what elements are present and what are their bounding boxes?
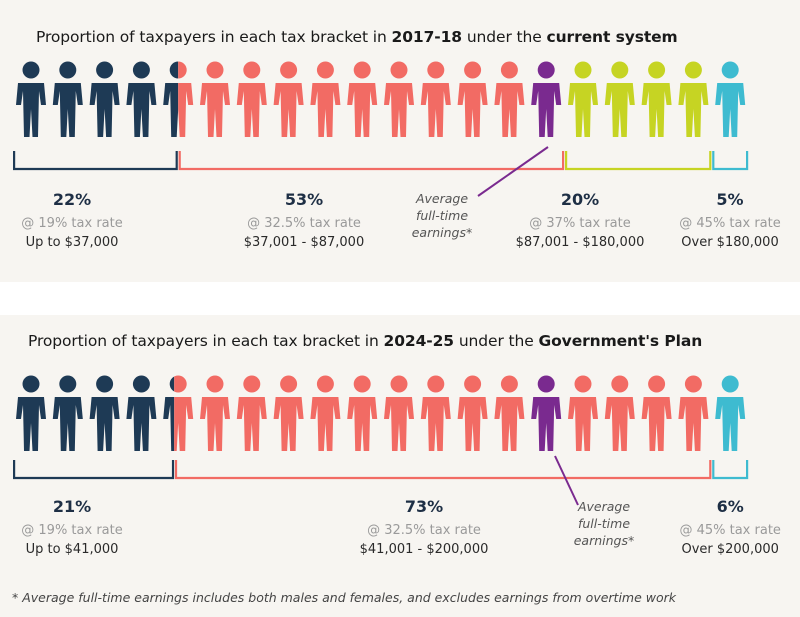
- bracket-line: [174, 460, 712, 480]
- person-icon: [384, 375, 414, 451]
- person-icon: [604, 375, 635, 451]
- bracket-rate: @ 45% tax rate: [679, 523, 780, 538]
- person-icon: [715, 375, 746, 451]
- person-icon: [531, 61, 562, 137]
- average-label: earnings*: [412, 225, 473, 240]
- person-icon: [236, 61, 267, 137]
- person-icon: [568, 61, 598, 137]
- person-icon: [641, 61, 672, 137]
- person-icon: [347, 61, 378, 137]
- person-icon: [200, 375, 230, 451]
- person-icon: [310, 375, 341, 451]
- average-label: Average: [577, 499, 630, 514]
- person-icon: [52, 61, 83, 137]
- bracket-range: Over $180,000: [681, 235, 778, 250]
- person-icon: [347, 375, 378, 451]
- person-icon: [678, 61, 709, 137]
- person-icon: [678, 375, 709, 451]
- person-icon: [16, 375, 46, 451]
- chart-panel-current: Proportion of taxpayers in each tax brac…: [0, 0, 800, 282]
- bracket-line: [13, 460, 175, 480]
- bracket-percent: 6%: [717, 497, 744, 516]
- person-icon: [200, 61, 230, 137]
- bracket-line: [712, 151, 749, 171]
- person-icon: [89, 61, 120, 137]
- chart-panel-plan: Proportion of taxpayers in each tax brac…: [0, 315, 800, 617]
- bracket-rate: @ 37% tax rate: [529, 216, 630, 231]
- person-icon: [16, 61, 46, 137]
- average-label: earnings*: [574, 533, 635, 548]
- icon-array-chart: 21% @ 19% tax rate Up to $41,000 73% @ 32.5%…: [13, 375, 781, 557]
- bracket-range: Up to $37,000: [26, 235, 119, 250]
- person-icon: [89, 375, 120, 451]
- person-icon: [715, 61, 746, 137]
- person-icon: [457, 375, 488, 451]
- bracket-rate: @ 19% tax rate: [21, 523, 122, 538]
- person-icon: [126, 61, 157, 137]
- person-icon: [420, 375, 451, 451]
- bracket-line: [565, 151, 712, 171]
- person-icon: [420, 61, 451, 137]
- person-icon: [273, 375, 304, 451]
- person-icon: [604, 61, 635, 137]
- average-label: full-time: [416, 208, 468, 223]
- bracket-rate: @ 32.5% tax rate: [367, 523, 481, 538]
- average-label: Average: [415, 191, 468, 206]
- person-icon: [457, 61, 488, 137]
- person-icon: [310, 61, 341, 137]
- average-pointer: [554, 455, 579, 506]
- bracket-rate: @ 45% tax rate: [679, 216, 780, 231]
- bracket-percent: 5%: [716, 190, 743, 209]
- bracket-percent: 73%: [405, 497, 443, 516]
- bracket-percent: 21%: [53, 497, 91, 516]
- bracket-range: $37,001 - $87,000: [244, 235, 364, 250]
- bracket-percent: 20%: [561, 190, 599, 209]
- bracket-rate: @ 19% tax rate: [21, 216, 122, 231]
- person-icon: [52, 375, 83, 451]
- bracket-range: Over $200,000: [681, 542, 778, 557]
- average-pointer: [477, 146, 549, 197]
- bracket-line: [178, 151, 565, 171]
- person-icon: [163, 375, 194, 451]
- person-icon: [273, 61, 304, 137]
- footnote: * Average full-time earnings includes bo…: [12, 590, 677, 605]
- person-icon: [531, 375, 562, 451]
- person-icon: [494, 61, 525, 137]
- average-label: full-time: [578, 516, 630, 531]
- person-icon: [163, 61, 194, 137]
- chart-title: Proportion of taxpayers in each tax brac…: [28, 332, 703, 350]
- chart-title: Proportion of taxpayers in each tax brac…: [36, 28, 678, 46]
- person-icon: [568, 375, 598, 451]
- person-icon: [236, 375, 267, 451]
- person-icon: [641, 375, 672, 451]
- bracket-range: Up to $41,000: [26, 542, 119, 557]
- person-icon: [494, 375, 525, 451]
- icon-array-chart: 22% @ 19% tax rate Up to $37,000 53% @ 32.5%…: [13, 61, 781, 250]
- bracket-percent: 22%: [53, 190, 91, 209]
- bracket-line: [13, 151, 178, 171]
- bracket-rate: @ 32.5% tax rate: [247, 216, 361, 231]
- bracket-percent: 53%: [285, 190, 323, 209]
- bracket-range: $87,001 - $180,000: [516, 235, 645, 250]
- person-icon: [126, 375, 157, 451]
- bracket-range: $41,001 - $200,000: [360, 542, 489, 557]
- person-icon: [384, 61, 414, 137]
- bracket-line: [712, 460, 749, 480]
